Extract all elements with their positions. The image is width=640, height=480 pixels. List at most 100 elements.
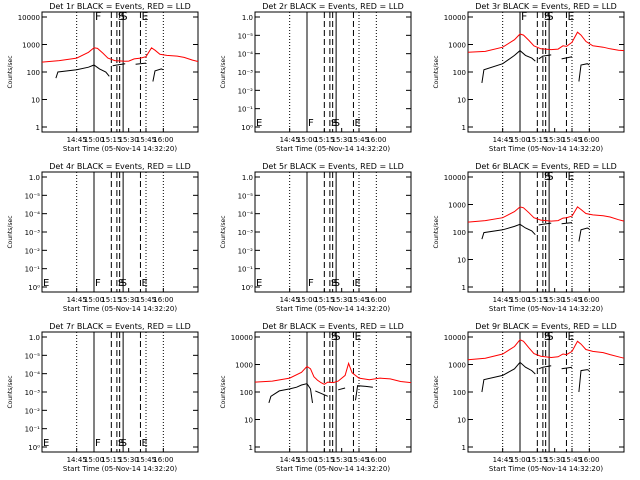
marker-s: S [547, 10, 554, 23]
x-tick-label: 15:45 [136, 296, 156, 304]
panel-det-4: Det 4r BLACK = Events, RED = LLD Counts/s… [7, 162, 199, 313]
y-axis-label: Counts/sec [7, 375, 14, 408]
events-series-line [561, 366, 573, 370]
y-tick-label: 10⁰ [28, 284, 40, 292]
x-tick-label: 15:30 [332, 296, 352, 304]
x-tick-label: 15:30 [545, 136, 565, 144]
panel-title: Det 9r BLACK = Events, RED = LLD [475, 322, 617, 331]
marker-e: E [256, 118, 262, 129]
x-tick-label: 16:00 [153, 296, 173, 304]
lld-series-line [467, 339, 625, 361]
x-tick-label: 15:15 [101, 136, 121, 144]
x-tick-label: 15:15 [527, 296, 547, 304]
marker-s: S [334, 330, 341, 343]
marker-e: E [354, 118, 360, 129]
x-axis-label: Start Time (05-Nov-14 14:32:20) [489, 305, 603, 313]
y-tick-label: 1000 [448, 202, 466, 210]
marker-s: S [121, 438, 127, 449]
x-tick-label: 15:00 [84, 456, 104, 464]
marker-e: E [43, 278, 49, 289]
y-tick-label: 100 [453, 389, 466, 397]
marker-e: E [567, 170, 574, 183]
panel-det-3: Det 3r BLACK = Events, RED = LLD Counts/s… [433, 2, 625, 153]
y-tick-label: 100 [453, 69, 466, 77]
x-tick-label: 16:00 [579, 136, 599, 144]
x-tick-label: 15:15 [527, 456, 547, 464]
x-tick-label: 14:45 [493, 296, 513, 304]
marker-s: S [121, 10, 128, 23]
x-tick-label: 16:00 [366, 296, 386, 304]
y-tick-label: 10⁻² [238, 247, 254, 255]
marker-e: E [141, 278, 147, 289]
marker-s: S [544, 170, 551, 183]
events-series-line [578, 369, 590, 393]
lld-series-line [254, 361, 412, 385]
marker-e: E [141, 438, 147, 449]
marker-s: S [118, 278, 124, 289]
y-tick-label: 10⁻¹ [238, 106, 254, 114]
y-tick-label: 10⁻⁵ [25, 192, 41, 200]
marker-e: E [141, 10, 148, 23]
y-tick-label: 10⁻² [25, 247, 41, 255]
y-tick-label: 100 [453, 229, 466, 237]
x-tick-label: 15:15 [314, 296, 334, 304]
panel-det-9: Det 9r BLACK = Events, RED = LLD Counts/s… [433, 322, 625, 473]
x-axis-label: Start Time (05-Nov-14 14:32:20) [63, 465, 177, 473]
y-tick-label: 10⁰ [241, 124, 253, 132]
marker-s: S [334, 118, 340, 129]
y-tick-label: 1 [462, 444, 466, 452]
marker-s: S [334, 278, 340, 289]
x-tick-label: 14:45 [280, 136, 300, 144]
y-axis-label: Counts/sec [220, 55, 227, 88]
x-tick-label: 14:45 [67, 136, 87, 144]
x-tick-label: 15:15 [314, 456, 334, 464]
y-tick-label: 100 [240, 389, 253, 397]
marker-e: E [256, 278, 262, 289]
marker-s: S [547, 170, 554, 183]
x-tick-label: 14:45 [280, 296, 300, 304]
x-tick-label: 15:00 [84, 296, 104, 304]
y-tick-label: 10 [457, 417, 466, 425]
marker-e: E [567, 10, 574, 23]
y-tick-label: 100 [27, 69, 40, 77]
panel-det-7: Det 7r BLACK = Events, RED = LLD Counts/s… [7, 322, 199, 473]
y-tick-label: 1000 [235, 362, 253, 370]
y-tick-label: 10⁻² [25, 407, 41, 415]
marker-e: E [354, 330, 361, 343]
x-tick-label: 16:00 [153, 136, 173, 144]
panel-det-2: Det 2r BLACK = Events, RED = LLD Counts/s… [220, 2, 412, 153]
x-tick-label: 15:45 [349, 136, 369, 144]
y-tick-label: 10⁻⁵ [25, 352, 41, 360]
lld-series-line [41, 47, 199, 63]
events-series-line [538, 54, 552, 60]
marker-s: S [121, 278, 127, 289]
events-series-line [561, 222, 573, 225]
y-tick-label: 10⁻¹ [25, 266, 41, 274]
events-series-line [481, 49, 536, 83]
x-tick-label: 15:00 [84, 136, 104, 144]
x-tick-label: 15:15 [101, 296, 121, 304]
y-axis-label: Counts/sec [220, 215, 227, 248]
events-series-line [112, 63, 126, 67]
x-axis-label: Start Time (05-Nov-14 14:32:20) [489, 465, 603, 473]
y-tick-label: 10000 [231, 334, 253, 342]
marker-e: E [354, 278, 360, 289]
y-axis-label: Counts/sec [433, 55, 440, 88]
marker-f: F [95, 278, 101, 289]
x-tick-label: 15:00 [297, 296, 317, 304]
y-axis-label: Counts/sec [7, 55, 14, 88]
events-series-line [355, 385, 373, 401]
y-tick-label: 10⁻⁵ [238, 32, 254, 40]
x-tick-label: 15:45 [349, 456, 369, 464]
marker-e: E [567, 330, 574, 343]
events-series-line [55, 64, 110, 79]
y-tick-label: 1000 [22, 42, 40, 50]
y-tick-label: 10 [244, 417, 253, 425]
marker-s: S [544, 330, 551, 343]
y-tick-label: 10⁻³ [238, 69, 254, 77]
y-tick-label: 10⁻³ [25, 389, 41, 397]
panel-det-8: Det 8r BLACK = Events, RED = LLD Counts/s… [220, 322, 412, 473]
events-series-line [561, 56, 573, 60]
x-axis-label: Start Time (05-Nov-14 14:32:20) [276, 305, 390, 313]
x-axis-label: Start Time (05-Nov-14 14:32:20) [276, 145, 390, 153]
